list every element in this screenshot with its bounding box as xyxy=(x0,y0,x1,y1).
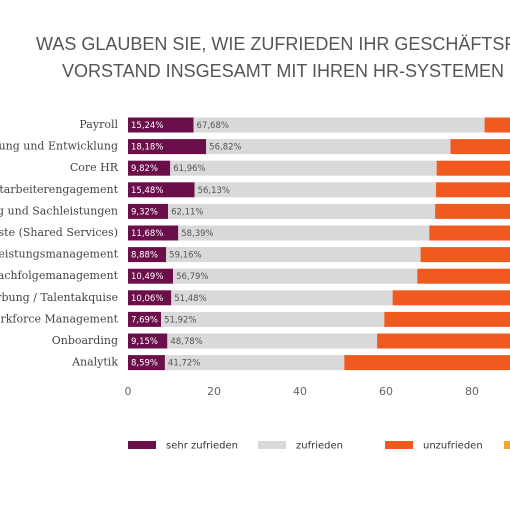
bar-segment xyxy=(128,355,165,371)
bar-segment xyxy=(194,182,436,198)
category-label: nd Nachfolgemanagement xyxy=(0,269,119,282)
bar-segment xyxy=(167,333,378,349)
legend-label: zufrieden xyxy=(296,441,343,452)
value-label: 61,96% xyxy=(173,164,205,174)
x-tick-label: 20 xyxy=(207,385,221,398)
legend-swatch xyxy=(385,441,413,449)
bar-segment xyxy=(178,225,430,241)
bar-segment xyxy=(128,182,195,198)
value-label: 9,82% xyxy=(131,164,158,174)
value-label: 15,48% xyxy=(131,186,163,196)
category-label: nwerbung / Talentakquise xyxy=(0,291,118,304)
bar-segment xyxy=(166,247,421,263)
value-label: 8,88% xyxy=(131,251,158,261)
bar-segment xyxy=(429,225,510,241)
bar-segment xyxy=(128,247,167,263)
value-label: 9,15% xyxy=(131,337,158,347)
value-label: 58,39% xyxy=(181,229,213,239)
value-label: 7,69% xyxy=(131,315,158,325)
legend-swatch xyxy=(504,441,510,449)
bar-segment xyxy=(171,290,393,306)
x-tick-label: 60 xyxy=(379,385,393,398)
legend-swatch xyxy=(258,441,286,449)
value-label: 10,06% xyxy=(131,294,163,304)
bar-segment xyxy=(128,333,168,349)
category-label: e Dienste (Shared Services) xyxy=(0,226,118,239)
bar-segment xyxy=(344,355,510,371)
category-label: Payroll xyxy=(79,118,118,131)
value-label: 9,32% xyxy=(131,207,158,217)
value-label: 48,78% xyxy=(170,337,202,347)
value-label: 51,92% xyxy=(164,315,196,325)
bar-segment xyxy=(128,268,174,284)
category-label: chulung und Entwicklung xyxy=(0,140,118,153)
value-label: 56,79% xyxy=(176,272,208,282)
category-label: ütung und Sachleistungen xyxy=(0,204,118,217)
bar-segment xyxy=(164,355,345,371)
bar-segment xyxy=(128,311,162,327)
value-label: 56,13% xyxy=(198,186,230,196)
x-tick-label: 80 xyxy=(465,385,479,398)
bar-segment xyxy=(128,203,169,219)
category-label: Analytik xyxy=(71,356,118,369)
bar-segment xyxy=(392,290,510,306)
bar-segment xyxy=(436,160,510,176)
value-label: 15,24% xyxy=(131,121,163,131)
bar-segment xyxy=(173,268,418,284)
bar-segment xyxy=(128,139,207,155)
x-tick-label: 40 xyxy=(293,385,307,398)
category-label: Mitarbeiterengagement xyxy=(0,183,119,196)
bar-segment xyxy=(435,182,510,198)
bar-segment xyxy=(384,311,510,327)
category-label: Onboarding xyxy=(52,334,118,347)
bar-segment xyxy=(484,117,510,133)
value-label: 59,16% xyxy=(169,251,201,261)
chart-title: VORSTAND INSGESAMT MIT IHREN HR-SYSTEMEN… xyxy=(62,61,510,81)
bar-segment xyxy=(417,268,510,284)
bar-segment xyxy=(420,247,510,263)
value-label: 18,18% xyxy=(131,143,163,153)
bar-segment xyxy=(435,203,510,219)
legend-label: unzufrieden xyxy=(423,441,483,452)
value-label: 8,59% xyxy=(131,359,158,369)
category-label: Workforce Management xyxy=(0,312,119,325)
value-label: 62,11% xyxy=(171,207,203,217)
bar-segment xyxy=(170,160,437,176)
value-label: 41,72% xyxy=(168,359,200,369)
x-tick-label: 0 xyxy=(125,385,132,398)
value-label: 10,49% xyxy=(131,272,163,282)
legend-swatch xyxy=(128,441,156,449)
value-label: 51,48% xyxy=(174,294,206,304)
bar-segment xyxy=(128,290,172,306)
bar-segment xyxy=(128,160,171,176)
bar-segment xyxy=(206,139,451,155)
bar-segment xyxy=(377,333,510,349)
value-label: 11,68% xyxy=(131,229,163,239)
chart-title: WAS GLAUBEN SIE, WIE ZUFRIEDEN IHR GESCH… xyxy=(36,34,510,54)
bar-segment xyxy=(193,117,485,133)
bar-segment xyxy=(128,117,194,133)
category-label: Leistungsmanagement xyxy=(0,248,119,261)
bar-segment xyxy=(128,225,179,241)
bar-segment xyxy=(168,203,436,219)
legend-label: sehr zufrieden xyxy=(166,441,238,452)
value-label: 67,68% xyxy=(197,121,229,131)
bar-segment xyxy=(161,311,385,327)
category-label: Core HR xyxy=(70,161,119,174)
value-label: 56,82% xyxy=(209,143,241,153)
bar-segment xyxy=(450,139,510,155)
